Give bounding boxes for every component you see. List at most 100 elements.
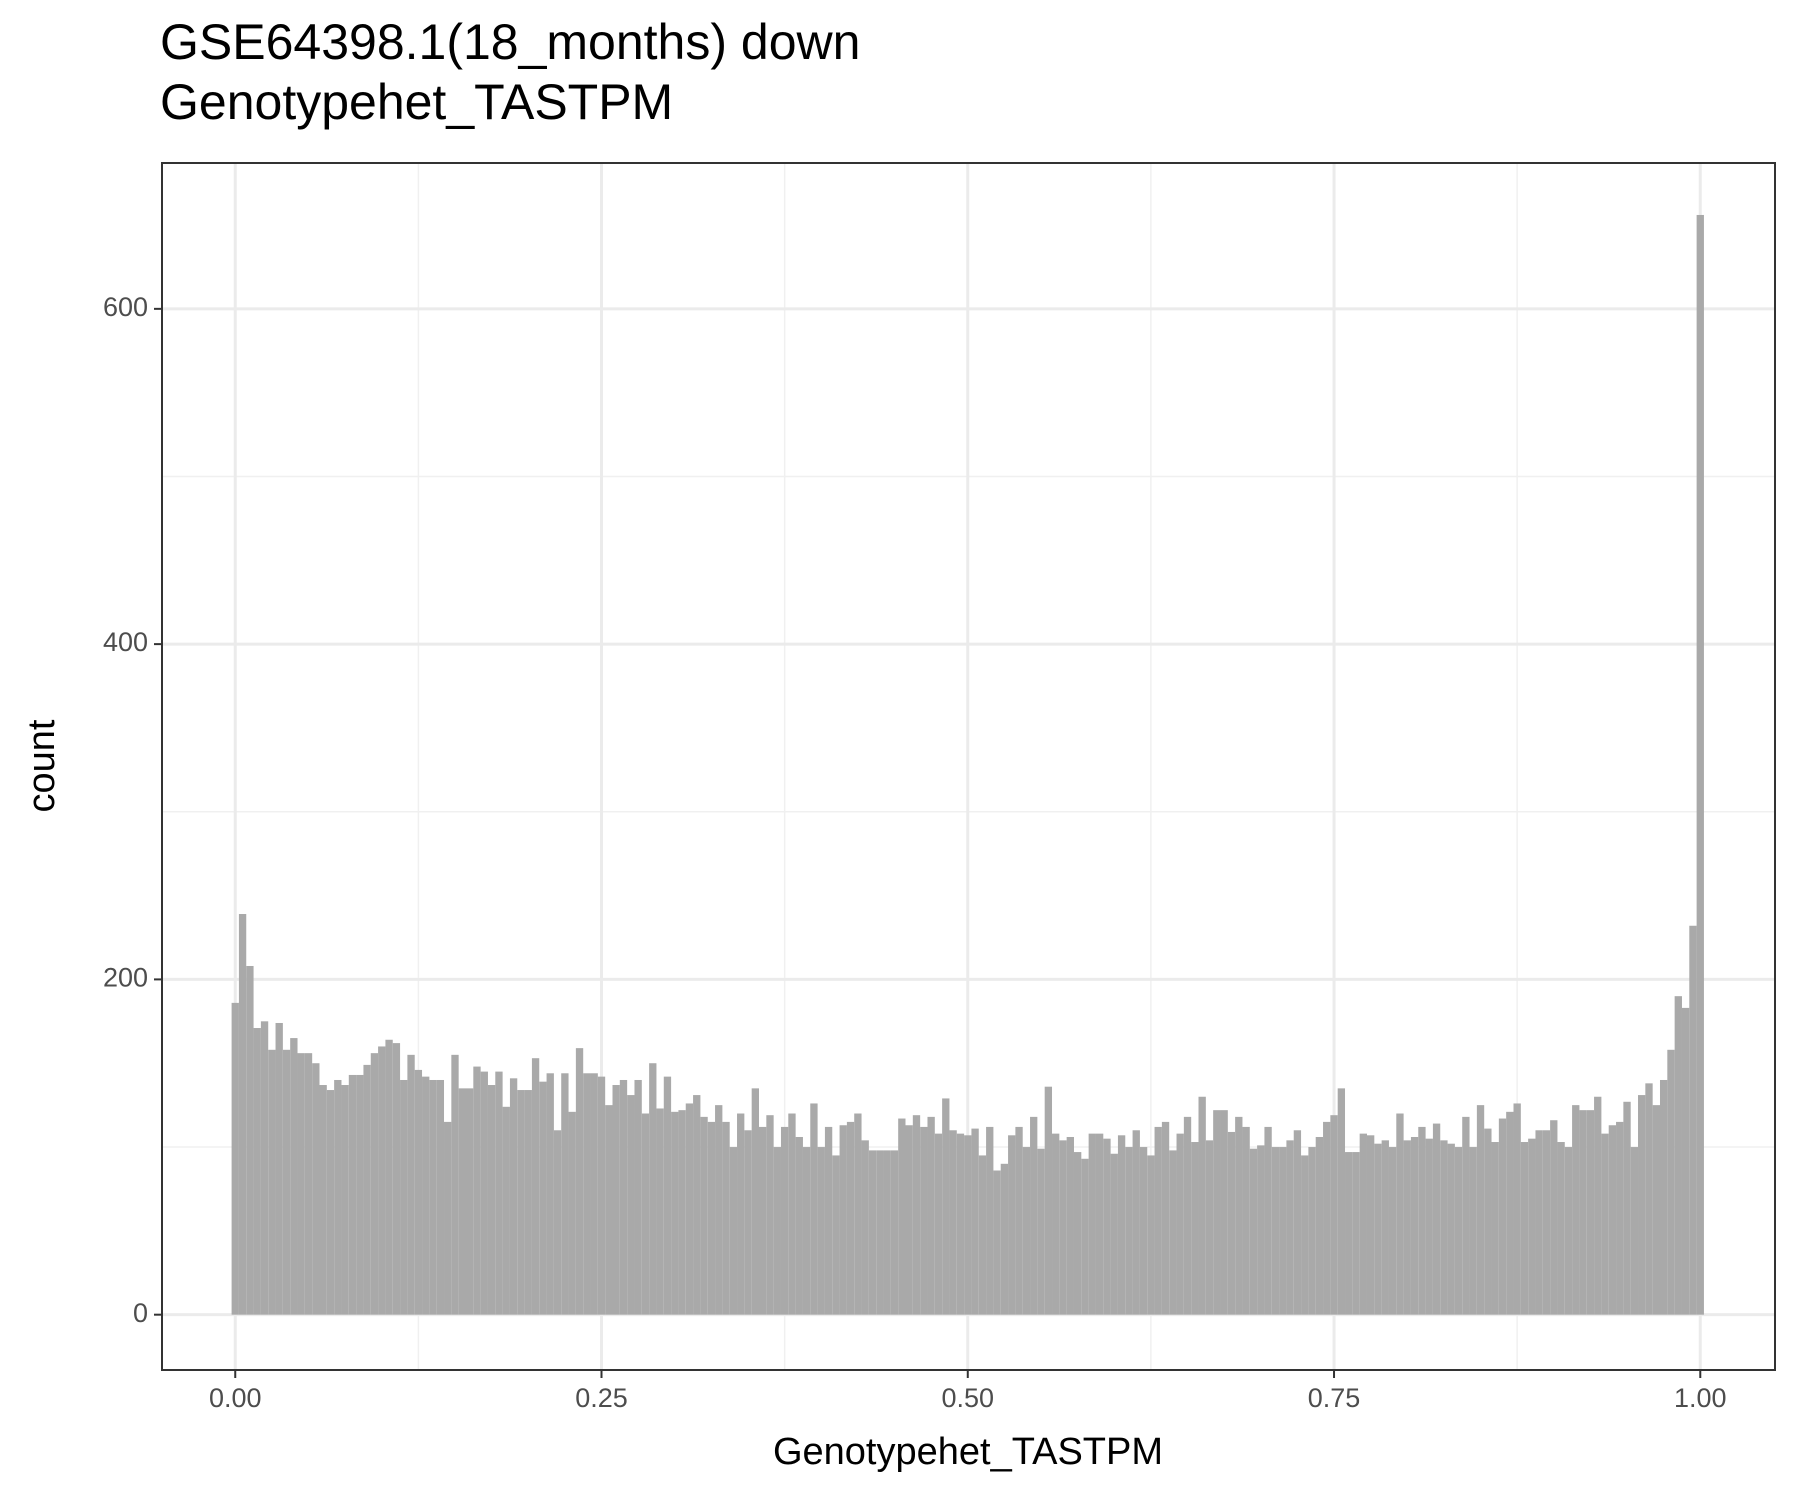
- bar: [1286, 1140, 1294, 1315]
- bar: [751, 1088, 760, 1315]
- bar: [737, 1113, 745, 1315]
- bar: [268, 1049, 276, 1315]
- bar: [1645, 1083, 1653, 1315]
- bar: [326, 1090, 335, 1315]
- bar: [495, 1071, 503, 1315]
- bar: [766, 1115, 774, 1315]
- bar: [1359, 1133, 1367, 1315]
- bar: [1022, 1147, 1031, 1315]
- bar: [1396, 1113, 1404, 1315]
- bar: [1110, 1153, 1118, 1315]
- bar: [1594, 1096, 1602, 1315]
- bar: [1410, 1136, 1419, 1315]
- bar: [290, 1038, 298, 1315]
- bar: [722, 1121, 730, 1315]
- bar: [1689, 925, 1697, 1315]
- bar: [846, 1121, 855, 1315]
- bar: [641, 1113, 650, 1315]
- bar: [649, 1063, 657, 1315]
- bar: [378, 1046, 386, 1315]
- bar: [912, 1115, 921, 1315]
- x-tick-label: 1.00: [1674, 1383, 1727, 1413]
- bar: [1447, 1143, 1455, 1315]
- bar: [451, 1054, 459, 1315]
- bar: [1366, 1135, 1375, 1315]
- bar: [1330, 1115, 1338, 1315]
- bar: [1520, 1142, 1529, 1315]
- bar: [1059, 1140, 1067, 1315]
- bar: [1081, 1158, 1089, 1315]
- bar: [275, 1022, 283, 1315]
- bar: [1191, 1142, 1199, 1315]
- bar: [282, 1049, 291, 1315]
- bar: [1564, 1147, 1573, 1315]
- bar: [480, 1071, 488, 1315]
- bar: [444, 1121, 452, 1315]
- bar: [1315, 1136, 1324, 1315]
- bar: [1213, 1110, 1221, 1315]
- bar: [898, 1118, 906, 1315]
- bar: [1147, 1155, 1155, 1315]
- bar: [1198, 1096, 1206, 1315]
- bar: [436, 1079, 445, 1315]
- bar: [1630, 1147, 1639, 1315]
- bar: [341, 1085, 349, 1315]
- bar: [1227, 1131, 1236, 1315]
- bar: [1432, 1123, 1441, 1315]
- bar: [1659, 1079, 1668, 1315]
- bar: [715, 1105, 723, 1315]
- bar: [1381, 1140, 1389, 1315]
- bar: [1308, 1147, 1316, 1315]
- bar: [422, 1076, 430, 1315]
- bar: [1205, 1140, 1214, 1315]
- bar: [927, 1116, 935, 1315]
- bar: [832, 1155, 840, 1315]
- y-tick-label: 200: [103, 963, 148, 993]
- bar: [583, 1073, 591, 1315]
- bar: [729, 1147, 738, 1315]
- bar: [1242, 1126, 1250, 1315]
- bar: [1015, 1126, 1023, 1315]
- bar: [253, 1028, 261, 1315]
- bar: [795, 1136, 803, 1315]
- bar: [810, 1103, 818, 1315]
- bar: [956, 1133, 965, 1315]
- bar: [487, 1085, 496, 1315]
- bar: [509, 1078, 518, 1315]
- bar: [561, 1073, 569, 1315]
- bar: [575, 1048, 584, 1315]
- bar: [385, 1039, 393, 1315]
- bar: [539, 1081, 547, 1315]
- bar: [1440, 1140, 1448, 1315]
- bar: [1183, 1116, 1192, 1315]
- bar: [1623, 1101, 1631, 1315]
- panel-border: [161, 162, 1776, 1371]
- bar: [1030, 1116, 1038, 1315]
- y-tick-label: 400: [103, 627, 148, 657]
- bar: [370, 1053, 379, 1315]
- bar: [363, 1064, 371, 1315]
- chart-subtitle: Genotypehet_TASTPM: [160, 74, 673, 130]
- bar: [407, 1054, 415, 1315]
- bar: [1220, 1110, 1228, 1315]
- bar: [1484, 1128, 1492, 1315]
- bar: [1132, 1130, 1140, 1315]
- bar: [319, 1085, 327, 1315]
- bar: [1073, 1152, 1082, 1315]
- bar: [1638, 1095, 1646, 1315]
- bar: [876, 1150, 884, 1315]
- bar: [1345, 1152, 1353, 1315]
- y-axis-title: count: [21, 719, 63, 812]
- bar: [356, 1074, 364, 1315]
- bar: [1257, 1145, 1265, 1315]
- bar: [1052, 1133, 1060, 1315]
- x-tick-label: 0.25: [575, 1383, 628, 1413]
- bar: [1337, 1088, 1346, 1315]
- bar: [517, 1090, 525, 1315]
- bar: [1681, 1007, 1690, 1315]
- bar: [334, 1079, 342, 1315]
- bar: [700, 1116, 708, 1315]
- bar: [1542, 1130, 1551, 1315]
- bar: [1249, 1148, 1258, 1315]
